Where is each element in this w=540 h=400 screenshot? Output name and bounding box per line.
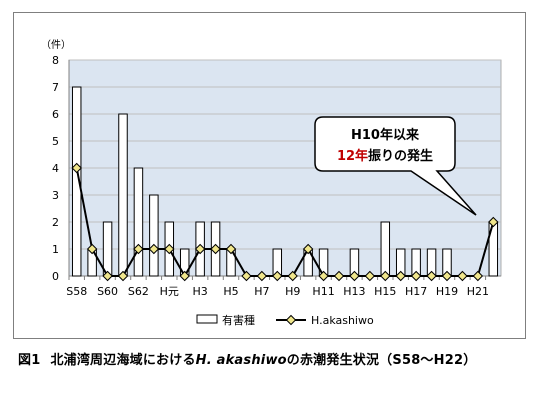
- line-marker: [349, 270, 360, 282]
- callout-line1: H10年以来: [351, 127, 420, 143]
- bar: [380, 221, 391, 277]
- line-marker: [318, 270, 329, 282]
- chart-frame: 0 1 2 3 4 5 6 7 8 （件） S58 S60 S62 H元 H3 H5 H7 H9 H11 H13 H15…: [13, 12, 526, 339]
- figure-label: 図1: [18, 353, 41, 368]
- y-tick-label: 2: [52, 216, 59, 229]
- y-tick-label: 8: [52, 54, 59, 67]
- series-line: [75, 167, 495, 279]
- x-tick-label: H9: [285, 285, 300, 298]
- y-tick-label: 5: [52, 135, 59, 148]
- y-tick-label: 0: [52, 270, 59, 283]
- x-tick-label: H19: [436, 285, 458, 298]
- line-marker: [117, 270, 129, 282]
- bar: [133, 167, 144, 277]
- bar: [71, 86, 82, 277]
- x-tick-label: H元: [160, 285, 179, 298]
- line-marker: [71, 162, 82, 174]
- line-marker: [287, 270, 298, 282]
- x-tick-label: H5: [223, 285, 238, 298]
- line-marker: [164, 243, 175, 255]
- y-tick-label: 3: [52, 189, 59, 202]
- line-marker: [256, 270, 268, 282]
- callout-rest: 振りの発生: [368, 148, 433, 164]
- callout-bubble: [314, 116, 477, 216]
- bar: [149, 194, 159, 277]
- y-tick-label: 6: [52, 108, 59, 121]
- line-marker: [241, 270, 252, 282]
- line-marker: [179, 270, 190, 282]
- callout-highlight: 12年: [337, 148, 368, 164]
- line-marker: [488, 216, 499, 228]
- x-tick-label: H7: [254, 285, 269, 298]
- line-marker: [225, 243, 237, 255]
- legend-swatch-bar: [196, 314, 218, 324]
- x-tick-label: H17: [405, 285, 427, 298]
- line-marker: [472, 270, 484, 282]
- line-marker: [395, 270, 406, 282]
- line-marker: [457, 270, 468, 282]
- line-marker: [410, 270, 422, 282]
- line-marker: [133, 243, 144, 255]
- x-tick-label: H13: [343, 285, 365, 298]
- line-marker: [333, 270, 345, 282]
- x-tick-label: H11: [312, 285, 334, 298]
- line-marker: [302, 243, 314, 255]
- x-tick-label: S60: [97, 285, 118, 298]
- line-marker: [194, 243, 206, 255]
- x-tick-label: S58: [66, 285, 87, 298]
- chart-svg: 0 1 2 3 4 5 6 7 8 （件） S58 S60 S62 H元 H3 H5 H7 H9 H11 H13 H15…: [41, 39, 502, 327]
- line-marker: [441, 270, 453, 282]
- caption-species: H. akashiwo: [195, 353, 287, 368]
- y-tick-label: 7: [52, 81, 59, 94]
- x-tick-label: S62: [128, 285, 149, 298]
- figure-caption: 図1 北浦湾周辺海域におけるH. akashiwoの赤潮発生状況（S58～H22）: [18, 349, 476, 368]
- caption-text-before: 北浦湾周辺海域における: [50, 353, 196, 368]
- x-tick-label: H3: [193, 285, 208, 298]
- line-marker: [148, 243, 160, 255]
- bar: [102, 221, 113, 277]
- y-tick-label: 1: [52, 243, 59, 256]
- legend-label-line: H.akashiwo: [311, 314, 374, 327]
- x-tick-label: H15: [374, 285, 396, 298]
- legend-swatch-marker: [285, 314, 297, 326]
- x-tick-label: H21: [467, 285, 489, 298]
- legend-label-bar: 有害種: [222, 313, 255, 327]
- line-marker: [210, 243, 221, 255]
- line-marker: [102, 270, 113, 282]
- line-marker: [86, 243, 98, 255]
- y-tick-label: 4: [52, 162, 59, 175]
- line-marker: [272, 270, 283, 282]
- line-marker: [426, 270, 437, 282]
- bar: [118, 113, 128, 277]
- line-marker: [380, 270, 391, 282]
- line-marker: [364, 270, 376, 282]
- y-axis-label: （件）: [41, 39, 71, 51]
- callout-line2: 12年振りの発生: [337, 148, 433, 164]
- caption-text-after: の赤潮発生状況（S58～H22）: [286, 353, 477, 368]
